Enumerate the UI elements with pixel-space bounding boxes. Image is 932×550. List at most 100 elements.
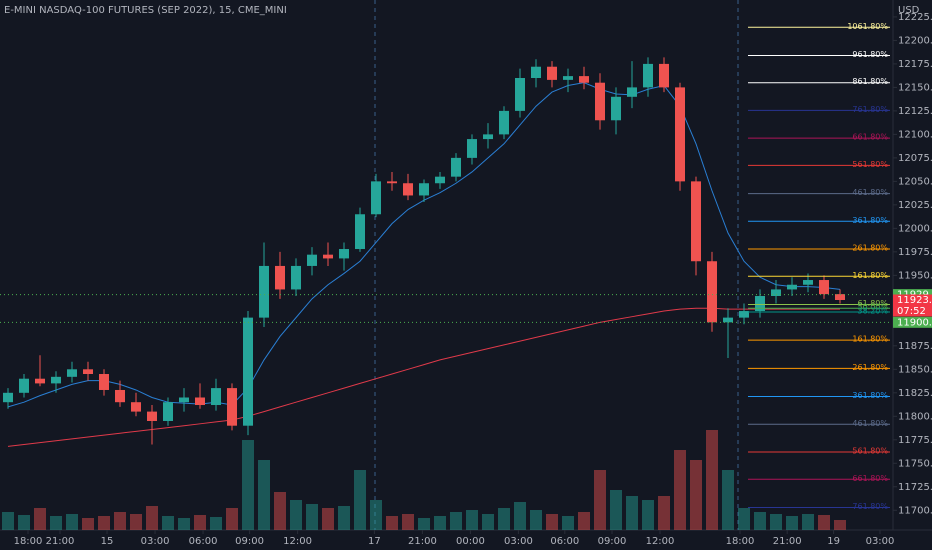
fib-label: 561.80% [852,160,888,169]
volume-bar [130,514,142,530]
candle-body [195,397,205,406]
y-tick-label: 11725.00 [898,482,932,493]
y-tick-label: 12000.00 [898,223,932,234]
volume-bar [690,460,702,530]
fib-label: 961.80% [852,50,888,59]
y-tick-label: 11975.00 [898,247,932,258]
volume-bar [562,516,574,530]
volume-bar [786,516,798,530]
candle-body [611,96,621,121]
volume-bar [466,510,478,530]
y-tick-label: 11700.00 [898,505,932,516]
x-tick-label: 03:00 [504,536,533,547]
candle-body [499,110,509,135]
volume-bar [98,516,110,530]
fib-label: 461.80% [852,419,888,428]
volume-bar [50,516,62,530]
x-tick-label: 21:00 [408,536,437,547]
y-tick-label: 12200.00 [898,35,932,46]
candle-body [707,261,717,323]
x-tick-label: 21:00 [46,536,75,547]
y-tick-label: 12150.00 [898,82,932,93]
x-tick-label: 21:00 [773,536,802,547]
y-tick-label: 11750.00 [898,458,932,469]
x-tick-label: 06:00 [550,536,579,547]
volume-bar [338,506,350,530]
fib-label: 661.80% [852,474,888,483]
volume-bar [450,512,462,530]
x-tick-label: 09:00 [598,536,627,547]
volume-bar [18,515,30,530]
y-tick-label: 11800.00 [898,411,932,422]
volume-bar [274,492,286,530]
volume-bar [818,515,830,530]
fib-label: 561.80% [852,447,888,456]
fib-label: 261.80% [852,244,888,253]
price-tag-label: 11923.75 [897,295,932,306]
candle-body [467,139,477,158]
candle-body [627,87,637,97]
volume-bar [2,512,14,530]
x-tick-label: 03:00 [141,536,170,547]
candle-body [227,388,237,426]
x-tick-label: 18:00 [14,536,43,547]
candle-body [307,254,317,266]
candle-body [659,63,669,88]
y-tick-label: 12050.00 [898,176,932,187]
x-tick-label: 17 [368,536,381,547]
volume-bar [754,512,766,530]
x-tick-label: 00:00 [456,536,485,547]
volume-bar [322,508,334,530]
volume-bar [802,514,814,530]
x-tick-label: 09:00 [235,536,264,547]
fib-label: 861.80% [852,77,888,86]
candle-body [339,249,349,259]
x-tick-label: 18:00 [726,536,755,547]
fib-label: 161.80% [852,271,888,280]
candle-body [691,181,701,262]
candle-body [515,77,525,111]
candle-body [739,311,749,318]
fib-label: 1061.80% [847,22,888,31]
volume-bar [386,516,398,530]
volume-bar [626,496,638,530]
y-tick-label: 12100.00 [898,129,932,140]
volume-bar [402,514,414,530]
x-tick-label: 12:00 [646,536,675,547]
volume-bar [290,500,302,530]
volume-bar [530,510,542,530]
currency: USD [898,5,920,16]
candle-body [563,76,573,80]
volume-bar [722,470,734,530]
volume-bar [658,496,670,530]
candle-body [483,134,493,140]
candle-body [35,378,45,384]
candle-body [835,294,845,301]
candle-body [451,157,461,177]
x-tick-label: 06:00 [189,536,218,547]
y-tick-label: 12125.00 [898,106,932,117]
price-tag [893,316,932,328]
volume-bar [770,514,782,530]
volume-bar [642,500,654,530]
candle-body [179,397,189,403]
volume-bar [498,508,510,530]
candle-body [547,66,557,80]
volume-bar [578,512,590,530]
fib-label: 261.80% [852,363,888,372]
volume-bar [194,515,206,530]
candle-body [19,378,29,393]
candle-body [403,183,413,196]
y-tick-label: 12175.00 [898,59,932,70]
candle-body [3,392,13,403]
fib-label: 161.80% [852,335,888,344]
fib-label: 50.00% [857,303,888,312]
volume-bar [258,460,270,530]
fib-label: 61.80% [857,299,888,308]
volume-bar [306,504,318,530]
chart-title: E-MINI NASDAQ-100 FUTURES (SEP 2022), 15… [4,5,287,16]
candle-body [723,317,733,323]
